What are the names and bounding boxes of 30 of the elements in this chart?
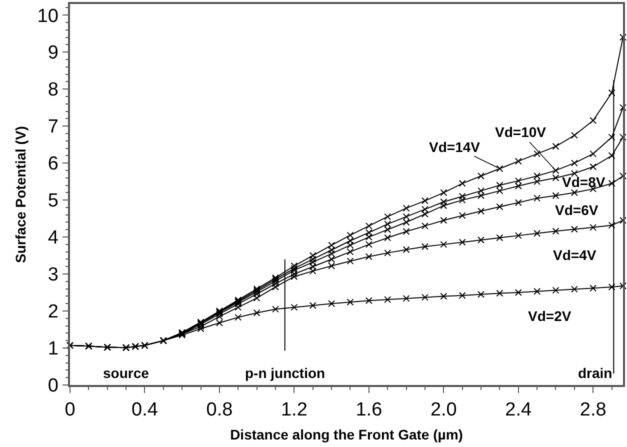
x-tick-label: 0 bbox=[64, 400, 76, 421]
ref-line-label: p-n junction bbox=[245, 365, 326, 381]
x-tick-label: 1.2 bbox=[280, 400, 308, 421]
x-tick-label: 2.4 bbox=[505, 400, 532, 421]
y-tick-label: 2 bbox=[48, 302, 58, 323]
y-tick-label: 1 bbox=[48, 338, 58, 360]
y-tick-label: 6 bbox=[48, 154, 58, 175]
series-label: Vd=8V bbox=[562, 174, 606, 190]
y-tick-label: 10 bbox=[37, 6, 58, 27]
x-tick-label: 1.6 bbox=[356, 400, 382, 421]
series-label: Vd=14V bbox=[429, 139, 481, 155]
series-label: Vd=2V bbox=[528, 308, 572, 324]
y-tick-label: 3 bbox=[48, 264, 58, 286]
y-tick-label: 5 bbox=[48, 190, 58, 212]
x-tick-label: 0.8 bbox=[206, 400, 233, 421]
x-tick-label: 2.0 bbox=[430, 400, 457, 421]
y-tick-label: 8 bbox=[48, 80, 58, 101]
y-tick-label: 7 bbox=[48, 116, 58, 138]
y-axis-title: Surface Potential (V) bbox=[12, 126, 28, 263]
x-axis-title: Distance along the Front Gate (µm) bbox=[230, 426, 463, 442]
series-label: Vd=4V bbox=[553, 247, 597, 263]
x-tick-label: 0.4 bbox=[132, 400, 158, 421]
series-label: Vd=6V bbox=[555, 202, 599, 218]
x-tick-label: 2.8 bbox=[580, 400, 606, 421]
annotation: source bbox=[103, 365, 150, 381]
y-tick-label: 4 bbox=[48, 228, 59, 249]
y-tick-label: 0 bbox=[48, 376, 58, 397]
y-tick-label: 9 bbox=[48, 42, 58, 64]
ref-line-label: drain bbox=[578, 365, 612, 381]
text: Vd=10V bbox=[495, 124, 547, 140]
